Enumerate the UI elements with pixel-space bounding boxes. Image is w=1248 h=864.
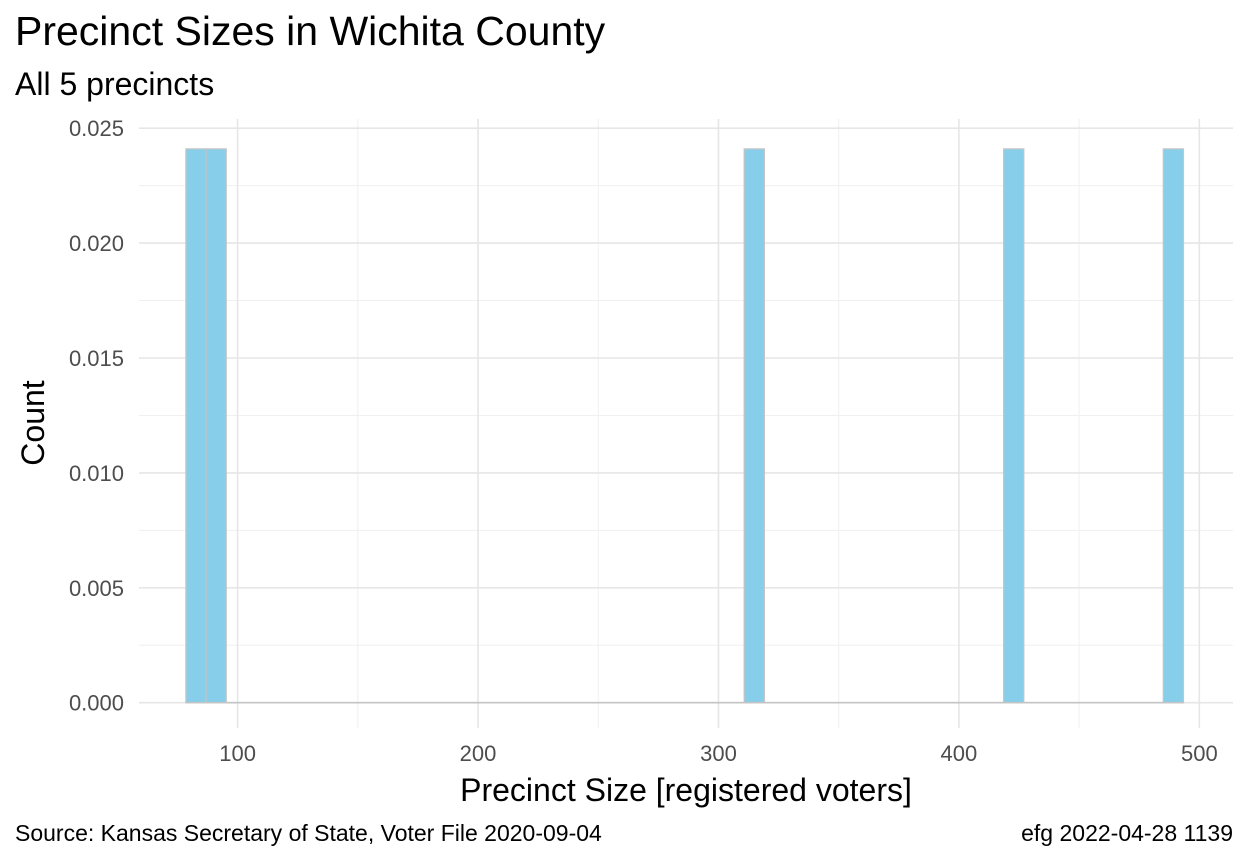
x-tick-label: 300 (700, 741, 737, 766)
histogram-bar-4 (1003, 148, 1025, 704)
chart-subtitle: All 5 precincts (15, 66, 215, 102)
y-tick-label: 0.005 (69, 576, 124, 601)
y-tick-label: 0.025 (69, 116, 124, 141)
y-tick-label: 0.020 (69, 231, 124, 256)
grid-major (139, 119, 1233, 728)
y-tick-label: 0.015 (69, 346, 124, 371)
y-tick-labels: 0.000 0.005 0.010 0.015 0.020 0.025 (69, 116, 124, 716)
histogram-bar-5 (1162, 148, 1185, 704)
y-axis-title: Count (15, 380, 51, 466)
x-tick-label: 500 (1181, 741, 1218, 766)
grid-minor (139, 119, 1233, 728)
histogram-bar-2 (205, 148, 227, 704)
x-tick-label: 200 (460, 741, 497, 766)
bars (185, 148, 1185, 704)
x-tick-labels: 100 200 300 400 500 (219, 741, 1217, 766)
y-tick-label: 0.010 (69, 461, 124, 486)
x-tick-label: 100 (219, 741, 256, 766)
source-caption: Source: Kansas Secretary of State, Voter… (15, 820, 602, 846)
x-tick-label: 400 (941, 741, 978, 766)
histogram-bar-3 (743, 148, 765, 704)
x-axis-title: Precinct Size [registered voters] (460, 772, 912, 808)
author-caption: efg 2022-04-28 1139 (1021, 820, 1233, 846)
chart-title: Precinct Sizes in Wichita County (15, 8, 606, 54)
histogram-bar-1 (185, 148, 207, 704)
y-tick-label: 0.000 (69, 691, 124, 716)
